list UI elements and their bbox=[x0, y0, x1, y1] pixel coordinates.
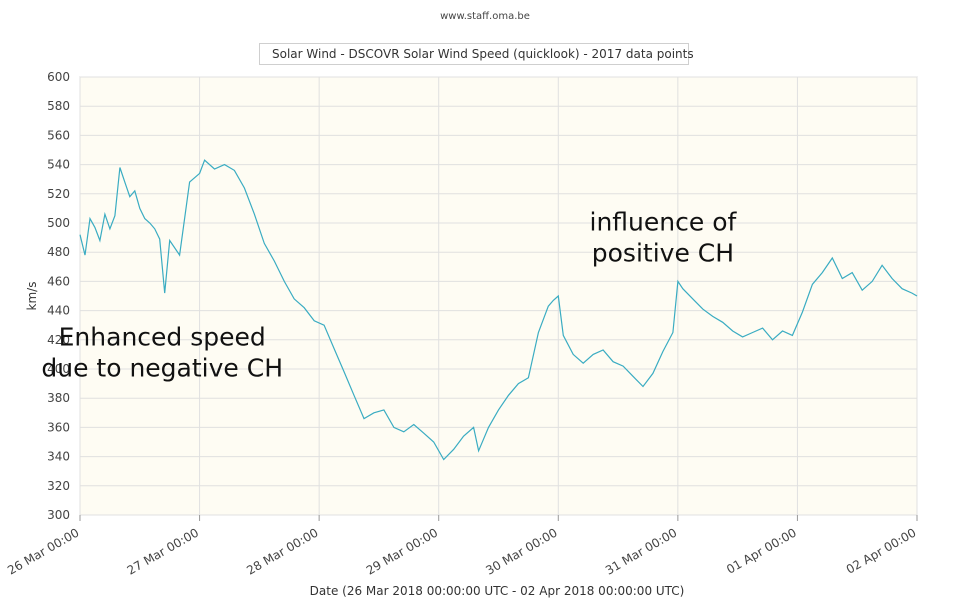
y-tick-label: 440 bbox=[47, 304, 70, 318]
x-tick-label: 31 Mar 00:00 bbox=[603, 525, 679, 577]
x-tick-label: 01 Apr 00:00 bbox=[724, 525, 799, 576]
y-tick-label: 400 bbox=[47, 362, 70, 376]
y-tick-label: 380 bbox=[47, 391, 70, 405]
annotation-text: Enhanced speed bbox=[59, 323, 266, 352]
y-tick-label: 320 bbox=[47, 479, 70, 493]
y-axis-title: km/s bbox=[25, 282, 39, 311]
y-tick-label: 500 bbox=[47, 216, 70, 230]
y-tick-label: 520 bbox=[47, 187, 70, 201]
y-tick-label: 340 bbox=[47, 450, 70, 464]
y-tick-label: 560 bbox=[47, 128, 70, 142]
y-tick-label: 360 bbox=[47, 420, 70, 434]
x-tick-label: 26 Mar 00:00 bbox=[5, 525, 81, 577]
legend-label: Solar Wind - DSCOVR Solar Wind Speed (qu… bbox=[272, 47, 694, 61]
y-tick-label: 300 bbox=[47, 508, 70, 522]
x-tick-label: 27 Mar 00:00 bbox=[125, 525, 201, 577]
x-tick-label: 29 Mar 00:00 bbox=[364, 525, 440, 577]
grid-lines bbox=[79, 76, 918, 521]
annotation-text: positive CH bbox=[592, 238, 734, 267]
y-tick-label: 480 bbox=[47, 245, 70, 259]
source-url: www.staff.oma.be bbox=[440, 11, 530, 22]
chart-legend[interactable]: Solar Wind - DSCOVR Solar Wind Speed (qu… bbox=[259, 43, 694, 65]
x-tick-label: 30 Mar 00:00 bbox=[483, 525, 559, 577]
y-axis-ticks: 300 320 340 360 380 400 420 440 460 480 500 520 540 5… bbox=[47, 70, 70, 522]
x-tick-label: 28 Mar 00:00 bbox=[244, 525, 320, 577]
x-tick-label: 02 Apr 00:00 bbox=[844, 525, 919, 576]
x-axis-ticks: 26 Mar 00:00 27 Mar 00:00 28 Mar 00:00 29 M… bbox=[5, 525, 918, 577]
series-line[interactable] bbox=[79, 159, 918, 461]
annotation-text: influence of bbox=[590, 207, 738, 236]
y-tick-label: 580 bbox=[47, 99, 70, 113]
y-tick-label: 600 bbox=[47, 70, 70, 84]
annotation-text: due to negative CH bbox=[41, 354, 283, 383]
y-tick-label: 420 bbox=[47, 333, 70, 347]
y-tick-label: 460 bbox=[47, 274, 70, 288]
y-tick-label: 540 bbox=[47, 158, 70, 172]
plot-background bbox=[79, 76, 918, 516]
x-axis-title: Date (26 Mar 2018 00:00:00 UTC - 02 Apr … bbox=[310, 584, 685, 598]
